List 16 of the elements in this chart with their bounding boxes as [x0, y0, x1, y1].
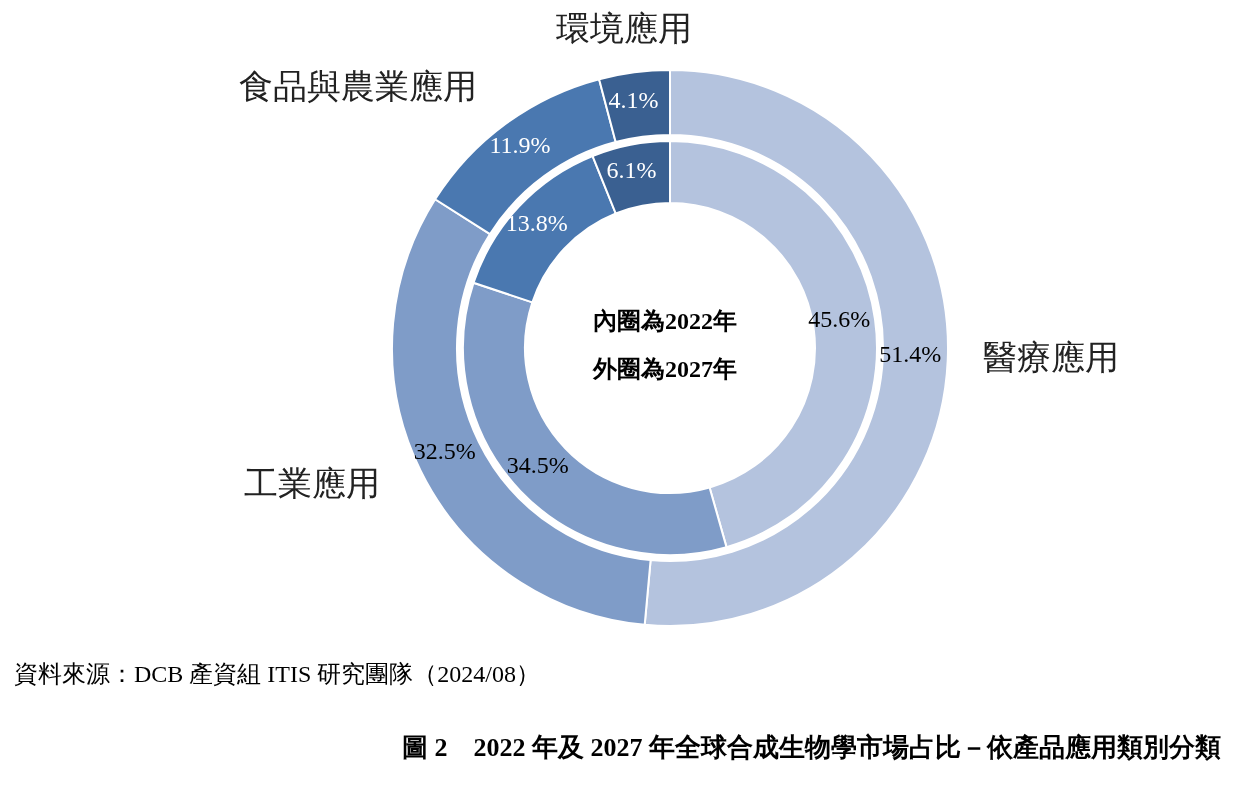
slice-label: 醫療應用	[982, 337, 1119, 378]
slice-label: 環境應用	[556, 7, 693, 48]
source-note: 資料來源：DCB 產資組 ITIS 研究團隊（2024/08）	[14, 660, 541, 689]
data-label: 34.5%	[506, 451, 569, 478]
data-label: 32.5%	[413, 438, 476, 465]
data-label: 6.1%	[606, 157, 657, 184]
slice-label: 工業應用	[243, 463, 380, 504]
text: 內圈為2022年	[593, 308, 737, 334]
data-label: 51.4%	[879, 341, 942, 368]
data-label: 4.1%	[608, 86, 659, 113]
data-label: 13.8%	[505, 209, 568, 236]
data-label: 11.9%	[489, 131, 551, 158]
text: 圖 2 2022 年及 2027 年全球合成生物學市場占比－依產品應用類別分類	[401, 732, 1221, 764]
data-label: 45.6%	[808, 305, 871, 332]
text: 外圈為2027年	[592, 356, 737, 382]
slice-label: 食品與農業應用	[239, 66, 478, 107]
